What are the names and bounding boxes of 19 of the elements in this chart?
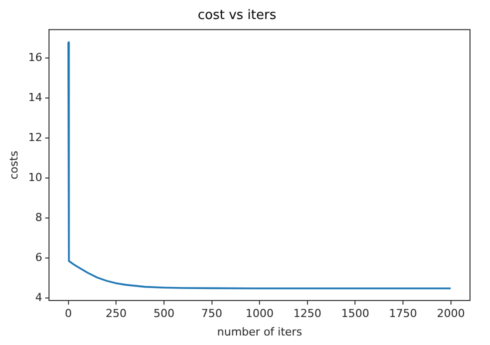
x-tick-label: 500 xyxy=(153,307,174,320)
chart-title: cost vs iters xyxy=(198,8,276,24)
x-tick-label: 1000 xyxy=(246,307,274,320)
x-tick-label: 1750 xyxy=(389,307,418,320)
x-tick-label: 0 xyxy=(64,307,72,320)
x-tick-label: 1500 xyxy=(341,307,370,320)
y-tick-label: 6 xyxy=(35,250,42,264)
x-tick-label: 1250 xyxy=(293,307,322,320)
x-tick-label: 250 xyxy=(106,307,127,320)
y-tick-label: 8 xyxy=(35,210,42,224)
y-axis-title: costs xyxy=(7,150,20,180)
y-tick-label: 14 xyxy=(28,91,42,104)
x-tick-label: 750 xyxy=(201,307,222,320)
y-tick-label: 4 xyxy=(35,290,42,304)
x-axis-title: number of iters xyxy=(217,325,302,338)
y-tick-label: 16 xyxy=(28,51,42,64)
x-tick-label: 2000 xyxy=(436,307,465,320)
y-tick-label: 12 xyxy=(28,130,42,144)
y-tick-label: 10 xyxy=(28,170,42,184)
